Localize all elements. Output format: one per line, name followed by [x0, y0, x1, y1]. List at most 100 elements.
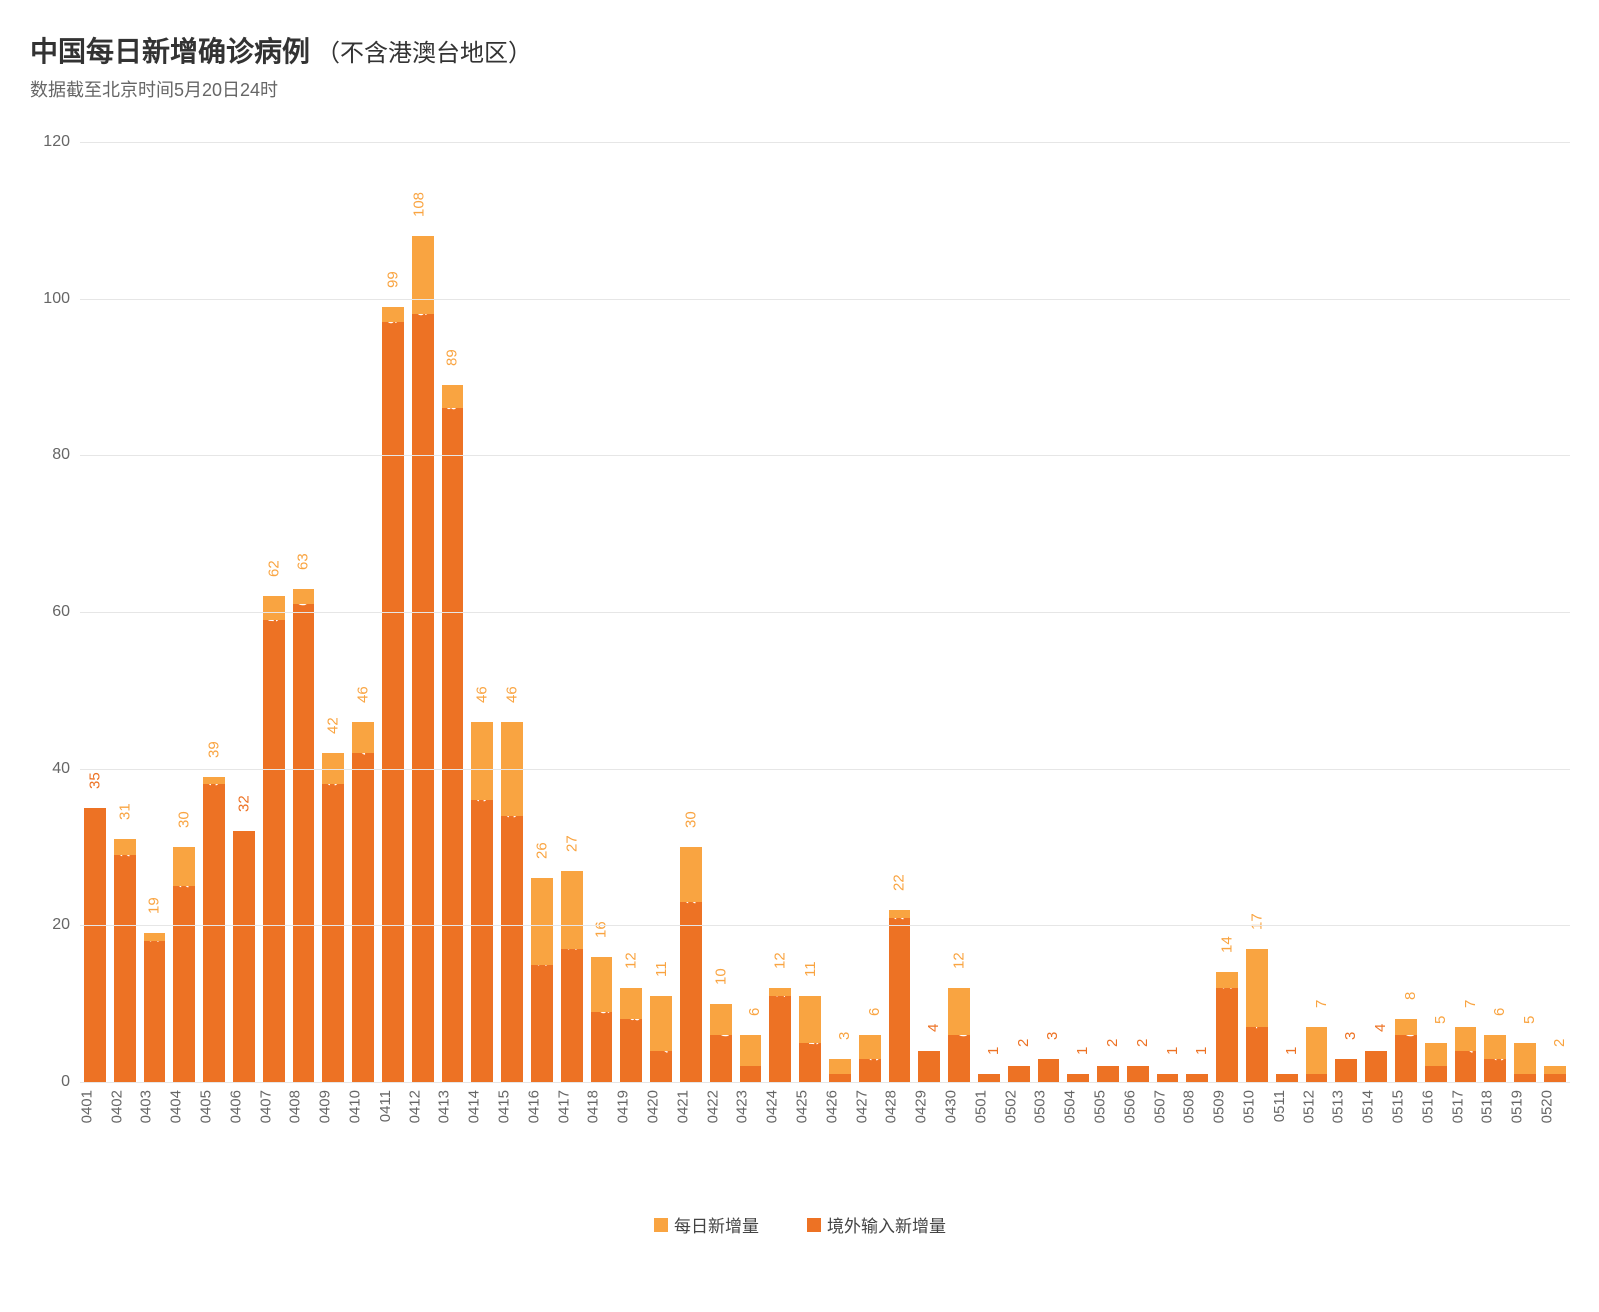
x-tick-label: 0404: [173, 1090, 195, 1142]
bar-value-total: 6: [1491, 1008, 1508, 1016]
x-tick-label: 0412: [412, 1090, 434, 1142]
bar-stack: 4: [650, 996, 672, 1082]
bar-segment-daily: [114, 839, 136, 855]
x-tick-label: 0413: [442, 1090, 464, 1142]
bar-value-total: 3: [1044, 1031, 1061, 1039]
bar-segment-imported: [1127, 1066, 1149, 1082]
gridline: [80, 455, 1570, 456]
bar-value-total: 6: [746, 1008, 763, 1016]
bar-stack: [1425, 1043, 1447, 1082]
bar-value-total: 89: [444, 349, 461, 366]
bar-value-total: 11: [653, 961, 670, 977]
legend-item-daily: 每日新增量: [654, 1212, 759, 1237]
y-tick-label: 0: [30, 1073, 70, 1091]
bar-stack: [918, 1051, 940, 1082]
bar-stack: [1514, 1043, 1536, 1082]
x-tick-label: 0418: [591, 1090, 613, 1142]
bar-stack: 38: [322, 753, 344, 1082]
bar-value-total: 3: [836, 1031, 853, 1039]
bar-stack: 3: [1484, 1035, 1506, 1082]
bar-segment-imported: [1038, 1059, 1060, 1083]
bar-segment-daily: [1306, 1027, 1328, 1074]
bar-segment-imported: 15: [531, 965, 553, 1083]
bar-segment-daily: [352, 722, 374, 753]
x-tick-label: 0502: [1008, 1090, 1030, 1142]
bar-segment-daily: [591, 957, 613, 1012]
bar-segment-daily: [173, 847, 195, 886]
legend-swatch-icon: [807, 1218, 821, 1232]
bar-segment-daily: [382, 307, 404, 323]
bar-stack: 98: [412, 236, 434, 1082]
x-tick-label: 0424: [769, 1090, 791, 1142]
x-tick-label: 0514: [1365, 1090, 1387, 1142]
bar-value-total: 26: [534, 843, 551, 860]
bar-value-total: 16: [593, 921, 610, 938]
x-tick-label: 0501: [978, 1090, 1000, 1142]
x-tick-label: 0407: [263, 1090, 285, 1142]
bar-segment-imported: 7: [1246, 1027, 1268, 1082]
bar-value-total: 14: [1219, 937, 1236, 954]
bar-segment-imported: 34: [501, 816, 523, 1082]
bar-stack: 6: [1395, 1019, 1417, 1082]
bar-value-total: 42: [325, 717, 342, 734]
bar-value-total: 12: [772, 952, 789, 969]
bar-value-total: 62: [265, 561, 282, 578]
bar-stack: 86: [442, 385, 464, 1082]
x-tick-label: 0405: [203, 1090, 225, 1142]
x-tick-label: 0426: [829, 1090, 851, 1142]
bar-stack: 18: [144, 933, 166, 1082]
bar-segment-daily: [1216, 972, 1238, 988]
x-tick-label: 0415: [501, 1090, 523, 1142]
bar-segment-imported: 4: [1455, 1051, 1477, 1082]
bar-value-total: 1: [985, 1047, 1002, 1055]
bar-segment-imported: 17: [561, 949, 583, 1082]
bar-stack: 3: [859, 1035, 881, 1082]
legend-label: 每日新增量: [674, 1212, 759, 1237]
bar-stack: 29: [114, 839, 136, 1082]
bar-value-total: 4: [1372, 1023, 1389, 1031]
bar-segment-daily: [829, 1059, 851, 1075]
bar-stack: [1365, 1051, 1387, 1082]
bar-stack: [1097, 1066, 1119, 1082]
bar-segment-imported: [1067, 1074, 1089, 1082]
bar-segment-imported: 38: [322, 784, 344, 1082]
bar-value-total: 2: [1104, 1039, 1121, 1047]
bar-stack: 21: [889, 910, 911, 1082]
x-tick-label: 0414: [471, 1090, 493, 1142]
bar-segment-imported: 97: [382, 322, 404, 1082]
bar-segment-imported: [1365, 1051, 1387, 1082]
bar-segment-imported: 8: [620, 1019, 642, 1082]
bar-segment-imported: 12: [1216, 988, 1238, 1082]
x-tick-label: 0428: [889, 1090, 911, 1142]
bar-value-total: 7: [1312, 1000, 1329, 1008]
bar-stack: 36: [471, 722, 493, 1082]
bar-segment-daily: [293, 589, 315, 605]
x-tick-label: 0410: [352, 1090, 374, 1142]
bar-value-total: 11: [802, 961, 819, 977]
bar-value-total: 63: [295, 553, 312, 570]
bar-value-total: 27: [563, 835, 580, 852]
bar-segment-daily: [680, 847, 702, 902]
bar-stack: 97: [382, 307, 404, 1082]
bar-segment-imported: 4: [650, 1051, 672, 1082]
plot-area: 3529311819253038393259626163384242469799…: [80, 142, 1570, 1082]
bar-segment-imported: 6: [710, 1035, 732, 1082]
y-tick-label: 60: [30, 603, 70, 621]
x-axis-labels: 0401040204030404040504060407040804090410…: [80, 1090, 1570, 1142]
bar-value-total: 10: [712, 968, 729, 985]
x-tick-label: 0505: [1097, 1090, 1119, 1142]
bar-segment-imported: 61: [293, 604, 315, 1082]
bar-stack: [1008, 1066, 1030, 1082]
gridline: [80, 925, 1570, 926]
bar-value-total: 35: [87, 772, 104, 789]
bar-value-total: 5: [1432, 1016, 1449, 1024]
bar-value-total: 32: [236, 796, 253, 813]
bar-stack: 12: [1216, 972, 1238, 1082]
bar-segment-imported: [978, 1074, 1000, 1082]
bar-stack: [1038, 1059, 1060, 1083]
gridline: [80, 612, 1570, 613]
bar-value-total: 46: [355, 686, 372, 703]
bar-segment-imported: 36: [471, 800, 493, 1082]
bar-stack: [1127, 1066, 1149, 1082]
bar-stack: [829, 1059, 851, 1082]
